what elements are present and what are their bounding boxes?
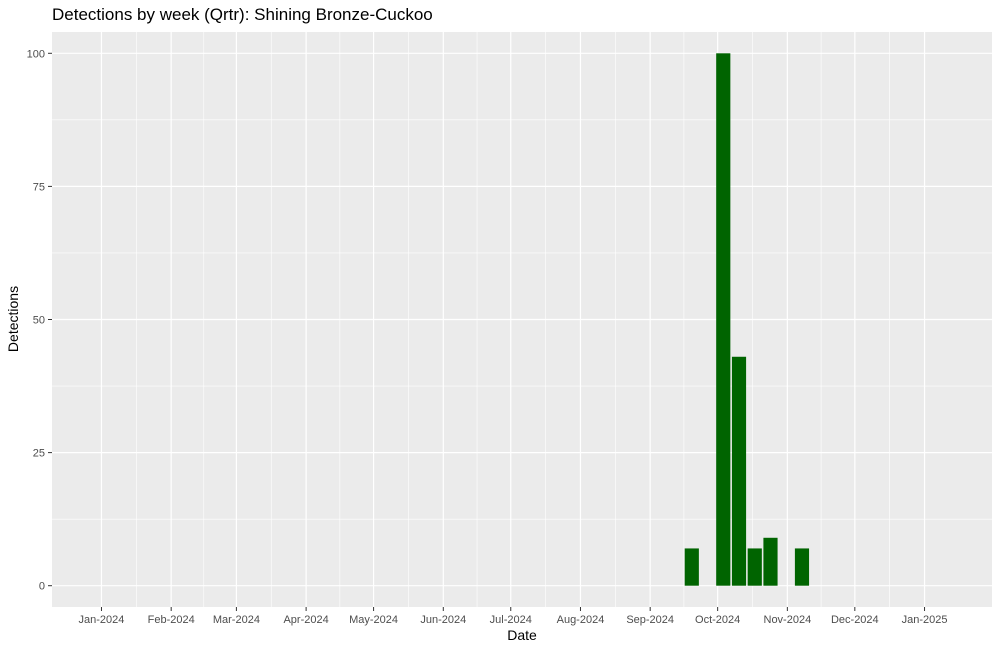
y-tick-label: 75 xyxy=(33,181,45,193)
x-axis: Jan-2024 Feb-2024 Mar-2024 Apr-2024 May-2024… xyxy=(79,607,948,626)
y-tick-label: 25 xyxy=(33,448,45,460)
bars xyxy=(684,53,810,586)
x-tick-label: Mar-2024 xyxy=(213,614,260,626)
y-tick-label: 0 xyxy=(39,581,45,593)
x-tick-label: Jun-2024 xyxy=(420,614,466,626)
x-tick-label: Jan-2025 xyxy=(902,614,948,626)
bar xyxy=(731,356,747,586)
y-tick-label: 100 xyxy=(27,48,45,60)
bar xyxy=(763,537,778,586)
major-gridlines xyxy=(52,32,992,607)
bar xyxy=(684,548,699,586)
x-tick-label: Feb-2024 xyxy=(148,614,195,626)
bar xyxy=(747,548,762,586)
x-tick-label: Jan-2024 xyxy=(79,614,125,626)
chart-title: Detections by week (Qrtr): Shining Bronz… xyxy=(52,5,433,24)
bar xyxy=(716,53,731,586)
x-axis-title: Date xyxy=(507,627,537,643)
x-tick-label: May-2024 xyxy=(349,614,398,626)
y-axis: 0 25 50 75 100 xyxy=(27,48,52,593)
x-tick-label: Jul-2024 xyxy=(490,614,532,626)
x-tick-label: Dec-2024 xyxy=(831,614,879,626)
y-tick-label: 50 xyxy=(33,315,45,327)
y-axis-title: Detections xyxy=(5,286,21,352)
bar xyxy=(794,548,810,586)
x-tick-label: Apr-2024 xyxy=(283,614,328,626)
x-tick-label: Nov-2024 xyxy=(764,614,812,626)
x-tick-label: Oct-2024 xyxy=(695,614,740,626)
x-tick-label: Sep-2024 xyxy=(626,614,674,626)
x-tick-label: Aug-2024 xyxy=(557,614,605,626)
